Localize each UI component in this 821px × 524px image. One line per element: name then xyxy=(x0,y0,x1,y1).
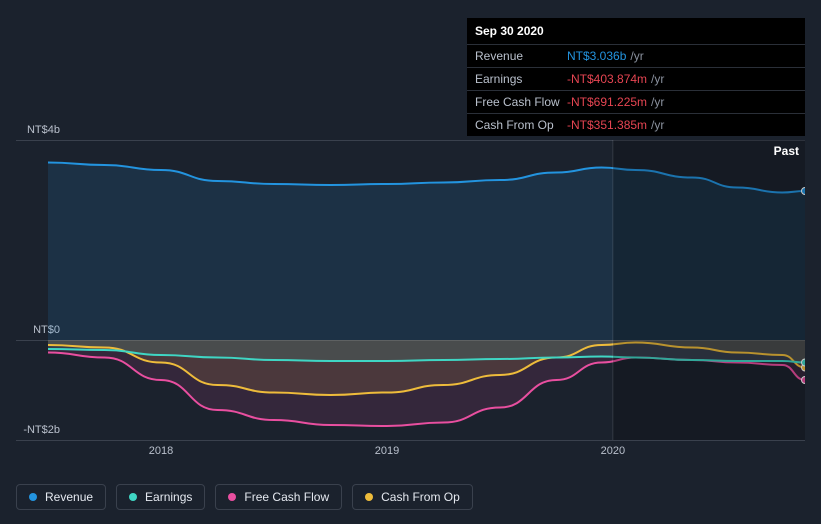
legend-swatch xyxy=(228,493,236,501)
tooltip-row: Free Cash Flow -NT$691.225m /yr xyxy=(467,91,805,114)
chart-tooltip: Sep 30 2020 Revenue NT$3.036b /yr Earnin… xyxy=(467,18,805,136)
legend-swatch xyxy=(365,493,373,501)
legend-item-cfo[interactable]: Cash From Op xyxy=(352,484,473,510)
tooltip-row: Earnings -NT$403.874m /yr xyxy=(467,68,805,91)
plot-area[interactable] xyxy=(48,140,805,440)
tooltip-unit: /yr xyxy=(651,72,664,86)
tooltip-label: Free Cash Flow xyxy=(475,95,567,109)
legend-swatch xyxy=(129,493,137,501)
series-end-marker xyxy=(802,359,806,366)
tooltip-unit: /yr xyxy=(651,118,664,132)
tooltip-unit: /yr xyxy=(651,95,664,109)
earnings-revenue-chart[interactable]: Past NT$4bNT$0-NT$2b 201820192020 xyxy=(16,120,805,480)
grid-line xyxy=(16,440,805,441)
tooltip-value: -NT$403.874m xyxy=(567,72,647,86)
tooltip-label: Earnings xyxy=(475,72,567,86)
tooltip-value: NT$3.036b xyxy=(567,49,626,63)
series-end-marker xyxy=(802,188,806,195)
legend-label: Earnings xyxy=(145,490,192,504)
tooltip-value: -NT$351.385m xyxy=(567,118,647,132)
tooltip-date: Sep 30 2020 xyxy=(467,18,805,45)
legend-swatch xyxy=(29,493,37,501)
chart-legend: Revenue Earnings Free Cash Flow Cash Fro… xyxy=(16,484,473,510)
tooltip-value: -NT$691.225m xyxy=(567,95,647,109)
legend-label: Free Cash Flow xyxy=(244,490,329,504)
x-tick-label: 2019 xyxy=(375,445,399,457)
legend-item-earnings[interactable]: Earnings xyxy=(116,484,205,510)
tooltip-label: Revenue xyxy=(475,49,567,63)
tooltip-label: Cash From Op xyxy=(475,118,567,132)
x-tick-label: 2018 xyxy=(149,445,173,457)
legend-item-revenue[interactable]: Revenue xyxy=(16,484,106,510)
x-tick-label: 2020 xyxy=(601,445,625,457)
tooltip-unit: /yr xyxy=(630,49,643,63)
series-end-marker xyxy=(802,377,806,384)
series-area-revenue xyxy=(48,163,805,341)
y-tick-label: NT$4b xyxy=(16,124,60,136)
legend-label: Revenue xyxy=(45,490,93,504)
tooltip-row: Cash From Op -NT$351.385m /yr xyxy=(467,114,805,136)
legend-item-fcf[interactable]: Free Cash Flow xyxy=(215,484,342,510)
past-label: Past xyxy=(774,144,799,158)
legend-label: Cash From Op xyxy=(381,490,460,504)
tooltip-row: Revenue NT$3.036b /yr xyxy=(467,45,805,68)
